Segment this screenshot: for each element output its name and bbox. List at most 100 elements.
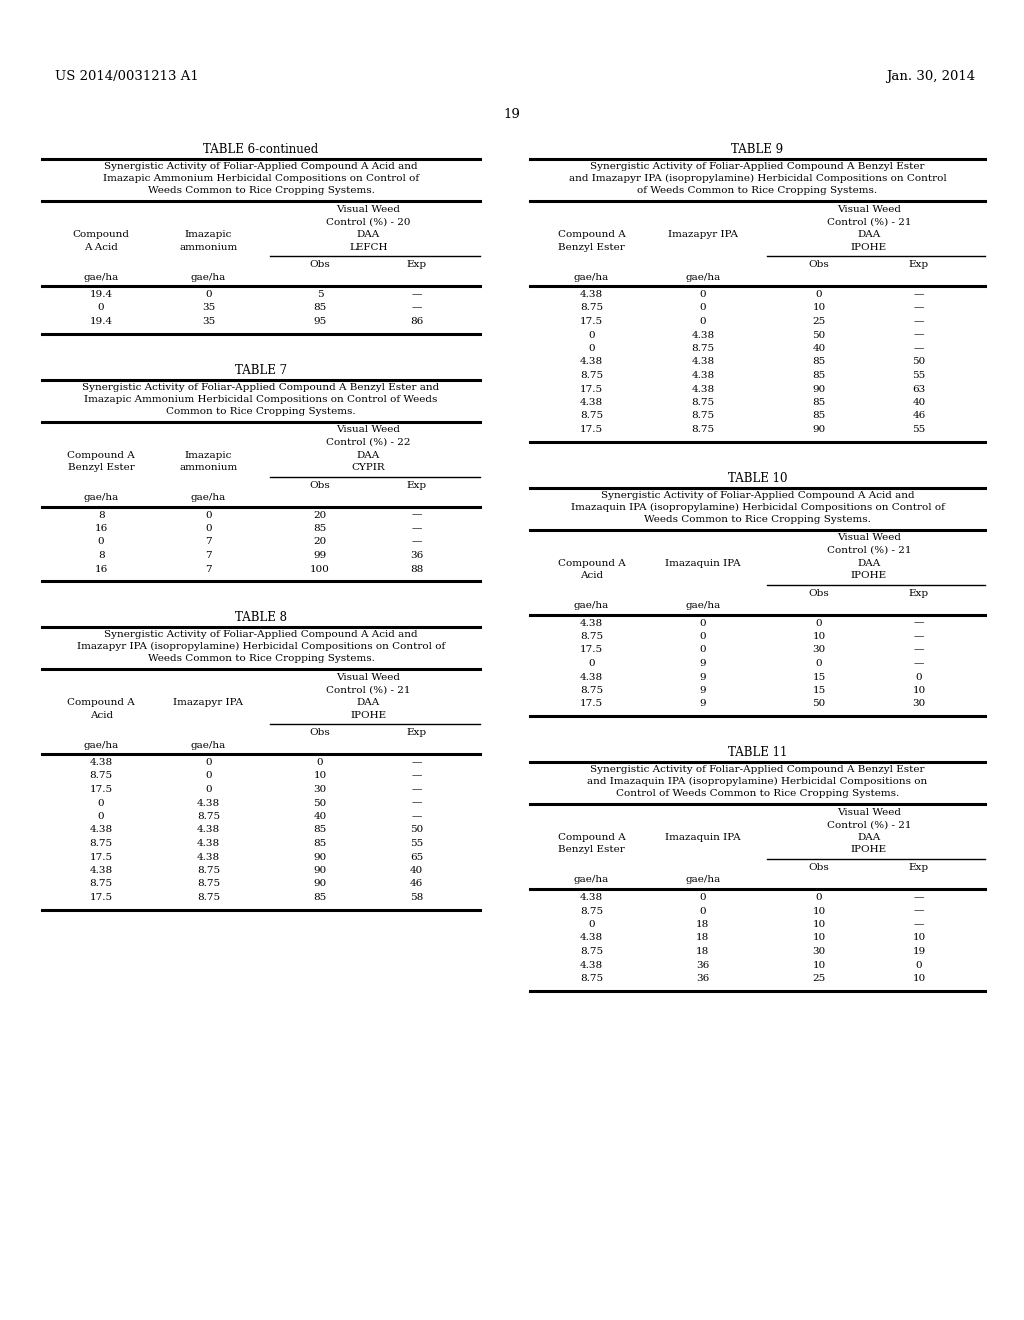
Text: 0: 0 bbox=[316, 758, 324, 767]
Text: 99: 99 bbox=[313, 550, 327, 560]
Text: Synergistic Activity of Foliar-Applied Compound A Benzyl Ester: Synergistic Activity of Foliar-Applied C… bbox=[590, 162, 925, 172]
Text: TABLE 10: TABLE 10 bbox=[728, 471, 787, 484]
Text: 58: 58 bbox=[410, 894, 423, 902]
Text: 4.38: 4.38 bbox=[691, 358, 715, 367]
Text: —: — bbox=[412, 771, 422, 780]
Text: 0: 0 bbox=[98, 799, 104, 808]
Text: 17.5: 17.5 bbox=[580, 317, 603, 326]
Text: 17.5: 17.5 bbox=[89, 894, 113, 902]
Text: 0: 0 bbox=[699, 304, 707, 313]
Text: 85: 85 bbox=[313, 840, 327, 847]
Text: 4.38: 4.38 bbox=[197, 853, 220, 862]
Text: 4.38: 4.38 bbox=[691, 384, 715, 393]
Text: gae/ha: gae/ha bbox=[190, 492, 226, 502]
Text: 4.38: 4.38 bbox=[580, 894, 603, 902]
Text: 25: 25 bbox=[812, 317, 825, 326]
Text: TABLE 9: TABLE 9 bbox=[731, 143, 783, 156]
Text: 55: 55 bbox=[912, 425, 926, 434]
Text: 85: 85 bbox=[812, 412, 825, 421]
Text: 10: 10 bbox=[912, 974, 926, 983]
Text: —: — bbox=[913, 330, 925, 339]
Text: 4.38: 4.38 bbox=[197, 825, 220, 834]
Text: 85: 85 bbox=[812, 399, 825, 407]
Text: —: — bbox=[913, 632, 925, 642]
Text: 0: 0 bbox=[815, 659, 822, 668]
Text: Imazapic: Imazapic bbox=[184, 450, 232, 459]
Text: 8.75: 8.75 bbox=[580, 632, 603, 642]
Text: 90: 90 bbox=[812, 425, 825, 434]
Text: 36: 36 bbox=[410, 550, 423, 560]
Text: Imazaquin IPA (isopropylamine) Herbicidal Compositions on Control of: Imazaquin IPA (isopropylamine) Herbicida… bbox=[570, 503, 944, 512]
Text: 10: 10 bbox=[812, 920, 825, 929]
Text: 10: 10 bbox=[812, 304, 825, 313]
Text: Common to Rice Cropping Systems.: Common to Rice Cropping Systems. bbox=[166, 407, 355, 416]
Text: IPOHE: IPOHE bbox=[851, 846, 887, 854]
Text: Control of Weeds Common to Rice Cropping Systems.: Control of Weeds Common to Rice Cropping… bbox=[615, 789, 899, 799]
Text: Compound: Compound bbox=[73, 230, 130, 239]
Text: 30: 30 bbox=[313, 785, 327, 795]
Text: 4.38: 4.38 bbox=[580, 358, 603, 367]
Text: 0: 0 bbox=[205, 290, 212, 300]
Text: DAA: DAA bbox=[356, 450, 380, 459]
Text: 40: 40 bbox=[812, 345, 825, 352]
Text: 0: 0 bbox=[98, 537, 104, 546]
Text: 0: 0 bbox=[98, 812, 104, 821]
Text: and Imazaquin IPA (isopropylamine) Herbicidal Compositions on: and Imazaquin IPA (isopropylamine) Herbi… bbox=[588, 777, 928, 787]
Text: 8.75: 8.75 bbox=[580, 686, 603, 696]
Text: —: — bbox=[913, 920, 925, 929]
Text: 8.75: 8.75 bbox=[89, 771, 113, 780]
Text: TABLE 7: TABLE 7 bbox=[234, 363, 287, 376]
Text: Benzyl Ester: Benzyl Ester bbox=[558, 243, 625, 252]
Text: DAA: DAA bbox=[857, 833, 881, 842]
Text: 0: 0 bbox=[588, 920, 595, 929]
Text: gae/ha: gae/ha bbox=[190, 272, 226, 281]
Text: Synergistic Activity of Foliar-Applied Compound A Acid and: Synergistic Activity of Foliar-Applied C… bbox=[104, 162, 418, 172]
Text: 85: 85 bbox=[812, 371, 825, 380]
Text: 85: 85 bbox=[812, 358, 825, 367]
Text: 0: 0 bbox=[815, 619, 822, 627]
Text: 0: 0 bbox=[915, 672, 923, 681]
Text: 90: 90 bbox=[313, 879, 327, 888]
Text: 8.75: 8.75 bbox=[197, 866, 220, 875]
Text: 55: 55 bbox=[912, 371, 926, 380]
Text: —: — bbox=[412, 524, 422, 533]
Text: Control (%) - 21: Control (%) - 21 bbox=[326, 685, 411, 694]
Text: Imazapyr IPA (isopropylamine) Herbicidal Compositions on Control of: Imazapyr IPA (isopropylamine) Herbicidal… bbox=[77, 642, 445, 651]
Text: Exp: Exp bbox=[407, 729, 427, 737]
Text: 85: 85 bbox=[313, 524, 327, 533]
Text: gae/ha: gae/ha bbox=[190, 741, 226, 750]
Text: 8.75: 8.75 bbox=[580, 304, 603, 313]
Text: 4.38: 4.38 bbox=[197, 840, 220, 847]
Text: 30: 30 bbox=[812, 946, 825, 956]
Text: 7: 7 bbox=[205, 537, 212, 546]
Text: 8.75: 8.75 bbox=[580, 412, 603, 421]
Text: CYPIR: CYPIR bbox=[351, 463, 385, 473]
Text: 17.5: 17.5 bbox=[580, 384, 603, 393]
Text: Visual Weed: Visual Weed bbox=[837, 533, 901, 543]
Text: —: — bbox=[913, 645, 925, 655]
Text: gae/ha: gae/ha bbox=[573, 875, 609, 884]
Text: 35: 35 bbox=[202, 304, 215, 313]
Text: 40: 40 bbox=[410, 866, 423, 875]
Text: Control (%) - 22: Control (%) - 22 bbox=[326, 438, 411, 447]
Text: 85: 85 bbox=[313, 304, 327, 313]
Text: gae/ha: gae/ha bbox=[685, 875, 721, 884]
Text: 8.75: 8.75 bbox=[89, 879, 113, 888]
Text: 19.4: 19.4 bbox=[89, 290, 113, 300]
Text: 5: 5 bbox=[316, 290, 324, 300]
Text: 0: 0 bbox=[699, 645, 707, 655]
Text: Compound A: Compound A bbox=[557, 558, 626, 568]
Text: 0: 0 bbox=[699, 619, 707, 627]
Text: 4.38: 4.38 bbox=[691, 371, 715, 380]
Text: 65: 65 bbox=[410, 853, 423, 862]
Text: Synergistic Activity of Foliar-Applied Compound A Acid and: Synergistic Activity of Foliar-Applied C… bbox=[601, 491, 914, 499]
Text: 0: 0 bbox=[699, 632, 707, 642]
Text: 7: 7 bbox=[205, 565, 212, 573]
Text: 4.38: 4.38 bbox=[580, 290, 603, 300]
Text: 4.38: 4.38 bbox=[89, 758, 113, 767]
Text: Compound A: Compound A bbox=[557, 833, 626, 842]
Text: gae/ha: gae/ha bbox=[84, 492, 119, 502]
Text: 9: 9 bbox=[699, 659, 707, 668]
Text: 10: 10 bbox=[812, 907, 825, 916]
Text: Compound A: Compound A bbox=[557, 230, 626, 239]
